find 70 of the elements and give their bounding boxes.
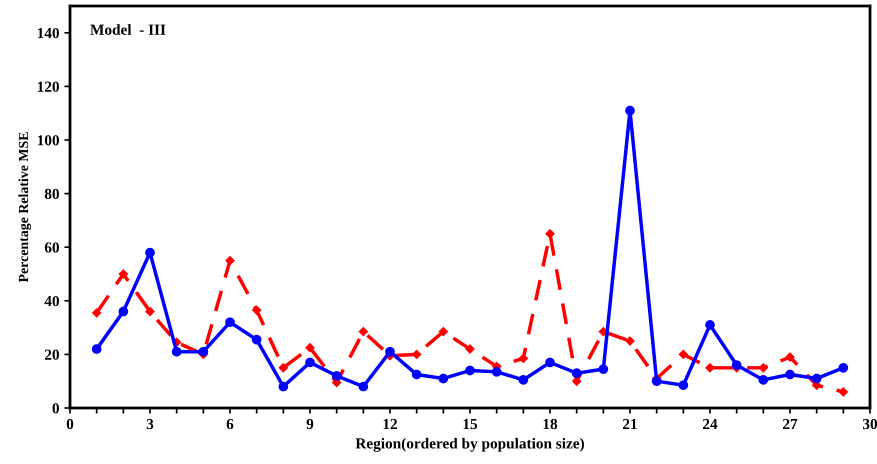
point [438, 374, 448, 384]
point [412, 350, 422, 360]
x-tick-label: 3 [146, 418, 154, 430]
point [678, 350, 688, 360]
point [838, 362, 848, 373]
point [758, 363, 768, 372]
point [412, 370, 422, 380]
point [438, 326, 448, 336]
point [118, 306, 128, 316]
point [705, 363, 715, 372]
point [465, 366, 475, 376]
point [278, 363, 288, 372]
point [252, 334, 262, 345]
point [812, 374, 822, 384]
x-tick-label: 12 [384, 418, 397, 430]
point [145, 306, 155, 316]
x-tick-label: 21 [623, 418, 637, 430]
point [492, 366, 502, 377]
point [225, 317, 235, 328]
point [785, 352, 795, 362]
y-tick-label: 140 [38, 28, 59, 38]
point [278, 382, 288, 392]
point [358, 382, 368, 392]
x-tick-label: 0 [66, 418, 74, 430]
point [625, 336, 635, 346]
x-axis-title: Region(ordered by population size) [356, 438, 584, 452]
point [518, 375, 528, 385]
x-tick-label: 15 [464, 418, 478, 430]
point [252, 306, 262, 315]
x-tick-label: 24 [703, 418, 718, 430]
point [838, 387, 848, 397]
point [118, 269, 128, 279]
point [332, 370, 342, 381]
point [732, 360, 742, 370]
point [385, 346, 395, 357]
point [145, 248, 155, 258]
y-tick-label: 100 [38, 135, 59, 146]
point [518, 354, 528, 364]
y-tick-label: 40 [44, 296, 59, 306]
point [225, 256, 235, 266]
point [465, 344, 475, 354]
y-tick-label: 20 [44, 350, 59, 360]
point [598, 364, 608, 374]
y-tick-label: 0 [52, 403, 59, 414]
x-tick-label: 6 [226, 418, 234, 430]
point [545, 358, 555, 368]
point [758, 375, 768, 385]
x-tick-label: 18 [544, 418, 558, 430]
point [705, 320, 715, 330]
y-tick-label: 60 [44, 242, 59, 253]
point [92, 344, 102, 354]
point [652, 376, 662, 386]
point [572, 368, 582, 378]
x-tick-label: 27 [783, 418, 798, 430]
y-tick-label: 120 [38, 82, 59, 92]
point [198, 346, 208, 357]
y-tick-label: 80 [44, 188, 59, 200]
point [358, 326, 368, 336]
annotation: Model - III [90, 24, 166, 35]
point [305, 358, 315, 368]
point [92, 308, 102, 318]
y-axis-title: Percentage Relative MSE [18, 132, 32, 282]
point [678, 380, 688, 390]
point [172, 346, 182, 357]
point [785, 370, 795, 380]
point [625, 106, 635, 116]
point [305, 343, 315, 352]
x-tick-label: 30 [862, 418, 877, 430]
point [545, 229, 555, 238]
x-tick-label: 9 [306, 418, 314, 430]
